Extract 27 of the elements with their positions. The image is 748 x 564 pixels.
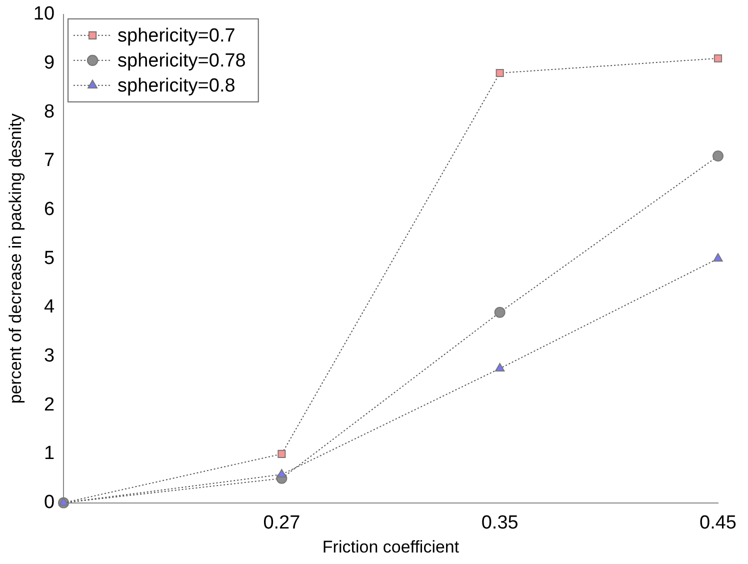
x-tick-label: 0.27 — [263, 512, 300, 534]
y-tick-label: 6 — [44, 198, 55, 220]
y-tick-label: 0 — [44, 492, 55, 514]
legend-label: sphericity=0.7 — [118, 26, 236, 47]
y-tick-label: 2 — [44, 394, 55, 416]
y-tick-label: 9 — [44, 52, 55, 74]
point — [276, 468, 287, 478]
point — [278, 450, 286, 458]
legend-label: sphericity=0.78 — [118, 50, 246, 72]
point — [495, 362, 505, 372]
y-tick-label: 4 — [44, 296, 55, 318]
point — [713, 253, 723, 262]
y-tick-label: 7 — [44, 150, 55, 172]
y-tick-label: 8 — [44, 101, 55, 122]
x-tick-label: 0.45 — [700, 512, 736, 534]
y-tick-label: 5 — [44, 248, 55, 269]
legend-label: sphericity=0.8 — [118, 76, 236, 97]
y-axis-title: percent of decrease in packing desnity — [6, 113, 25, 404]
point — [496, 68, 504, 78]
y-tick-label: 1 — [44, 443, 55, 464]
x-tick-label: 0.35 — [481, 512, 518, 534]
point — [712, 150, 724, 162]
y-tick-label: 3 — [44, 346, 55, 367]
x-axis-title: Friction coefficient — [322, 537, 460, 556]
point — [494, 306, 506, 318]
point — [714, 54, 722, 62]
y-tick-label: 10 — [33, 4, 55, 25]
